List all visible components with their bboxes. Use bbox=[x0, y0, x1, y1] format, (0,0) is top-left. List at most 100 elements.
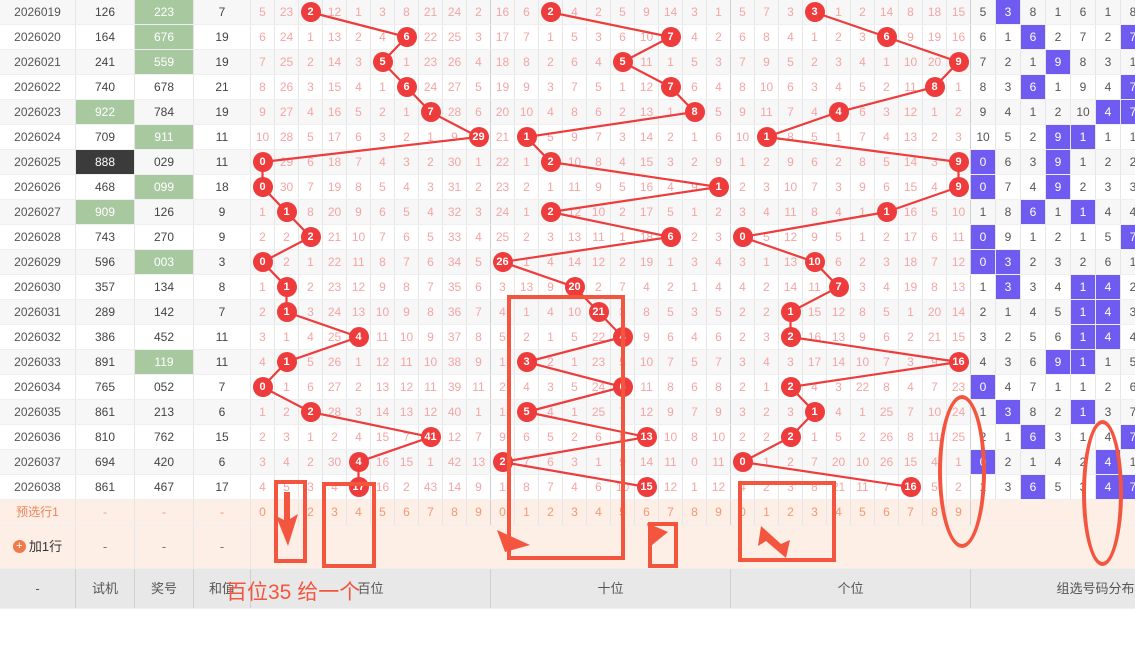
table-row[interactable]: 2026029 596 003 3 0 2 1 22 11 8 7 6 34 5 26 1 4 14 12 2 19 1 3… bbox=[0, 249, 1135, 275]
bai-miss-cell[interactable]: 2 bbox=[298, 449, 323, 475]
dist-cell[interactable]: 3 bbox=[995, 349, 1021, 375]
ge-miss-cell[interactable]: 3 bbox=[778, 474, 803, 500]
bai-miss-cell[interactable]: 14 bbox=[370, 399, 395, 425]
ge-miss-cell[interactable]: 3 bbox=[730, 399, 755, 425]
bai-miss-cell[interactable]: 27 bbox=[274, 99, 299, 125]
ge-miss-cell[interactable]: 6 bbox=[922, 224, 947, 250]
dist-cell[interactable]: 1 bbox=[1020, 449, 1046, 475]
bai-miss-cell[interactable]: 10 bbox=[370, 299, 395, 325]
ge-miss-cell[interactable]: 6 bbox=[874, 324, 899, 350]
dist-cell[interactable]: 5 bbox=[1020, 324, 1046, 350]
shi-miss-cell[interactable]: 3 bbox=[538, 374, 563, 400]
bai-miss-cell[interactable]: 9 bbox=[346, 199, 371, 225]
ge-miss-cell[interactable]: 9 bbox=[850, 174, 875, 200]
bai-miss-cell[interactable]: 3 bbox=[346, 49, 371, 75]
table-row[interactable]: 2026020 164 676 19 6 24 1 13 2 4 6 22 25 3 17 7 1 5 3 6 10 7 4… bbox=[0, 24, 1135, 50]
bai-miss-cell[interactable]: 2 bbox=[418, 149, 443, 175]
ge-miss-cell[interactable]: 2 bbox=[898, 324, 923, 350]
bai-miss-cell[interactable]: 4 bbox=[394, 174, 419, 200]
dist-cell[interactable]: 6 bbox=[970, 24, 996, 50]
bai-miss-cell[interactable]: 8 bbox=[466, 324, 491, 350]
ge-miss-cell[interactable]: 3 bbox=[922, 149, 947, 175]
bai-miss-cell[interactable]: 11 bbox=[346, 249, 371, 275]
dist-cell[interactable]: 2 bbox=[1120, 274, 1135, 300]
shi-miss-cell[interactable]: 21 bbox=[490, 124, 515, 150]
bai-miss-cell[interactable]: 7 bbox=[466, 299, 491, 325]
cell-sum[interactable]: 8 bbox=[193, 274, 251, 300]
shi-miss-cell[interactable]: 5 bbox=[538, 424, 563, 450]
shi-miss-cell[interactable]: 23 bbox=[586, 349, 611, 375]
shi-miss-cell[interactable]: 10 bbox=[634, 24, 659, 50]
bai-miss-cell[interactable]: 2 bbox=[394, 474, 419, 500]
bai-miss-cell[interactable]: 5 bbox=[346, 99, 371, 125]
dist-cell[interactable]: 7 bbox=[1120, 74, 1135, 100]
bai-miss-cell[interactable]: 23 bbox=[274, 0, 299, 25]
ge-miss-cell[interactable]: 6 bbox=[802, 149, 827, 175]
ge-hit-cell[interactable]: 2 bbox=[778, 324, 803, 350]
preselect-ge-digit[interactable]: 6 bbox=[874, 499, 899, 526]
cell-issue[interactable]: 2026020 bbox=[0, 24, 76, 50]
dist-cell[interactable]: 1 bbox=[1070, 199, 1096, 225]
ge-miss-cell[interactable]: 9 bbox=[922, 349, 947, 375]
cell-award[interactable]: 126 bbox=[134, 199, 194, 225]
ge-miss-cell[interactable]: 3 bbox=[826, 49, 851, 75]
bai-miss-cell[interactable]: 4 bbox=[250, 474, 275, 500]
bai-miss-cell[interactable]: 8 bbox=[394, 274, 419, 300]
shi-miss-cell[interactable]: 1 bbox=[514, 199, 539, 225]
ge-miss-cell[interactable]: 4 bbox=[826, 74, 851, 100]
shi-miss-cell[interactable]: 2 bbox=[562, 424, 587, 450]
shi-miss-cell[interactable]: 4 bbox=[538, 249, 563, 275]
dist-cell[interactable]: 4 bbox=[1095, 324, 1121, 350]
cell-issue[interactable]: 2026038 bbox=[0, 474, 76, 500]
bai-miss-cell[interactable]: 26 bbox=[274, 74, 299, 100]
cell-try[interactable]: 164 bbox=[75, 24, 135, 50]
dist-cell[interactable]: 6 bbox=[1020, 349, 1046, 375]
bai-miss-cell[interactable]: 9 bbox=[466, 474, 491, 500]
shi-miss-cell[interactable]: 2 bbox=[538, 49, 563, 75]
shi-miss-cell[interactable]: 6 bbox=[562, 49, 587, 75]
shi-miss-cell[interactable]: 1 bbox=[514, 299, 539, 325]
dist-cell[interactable]: 3 bbox=[1045, 424, 1071, 450]
dist-cell[interactable]: 4 bbox=[1120, 324, 1135, 350]
bai-miss-cell[interactable]: 27 bbox=[442, 74, 467, 100]
shi-miss-cell[interactable]: 16 bbox=[490, 0, 515, 25]
ge-hit-cell[interactable]: 4 bbox=[826, 99, 851, 125]
ge-miss-cell[interactable]: 5 bbox=[826, 224, 851, 250]
shi-miss-cell[interactable]: 2 bbox=[682, 224, 707, 250]
ge-miss-cell[interactable]: 8 bbox=[754, 24, 779, 50]
dist-cell[interactable]: 7 bbox=[1020, 374, 1046, 400]
ge-miss-cell[interactable]: 1 bbox=[826, 124, 851, 150]
shi-miss-cell[interactable]: 5 bbox=[610, 174, 635, 200]
bai-miss-cell[interactable]: 4 bbox=[322, 474, 347, 500]
ge-miss-cell[interactable]: 8 bbox=[898, 424, 923, 450]
cell-try[interactable]: 909 bbox=[75, 199, 135, 225]
bai-hit-cell[interactable]: 0 bbox=[250, 374, 275, 400]
ge-miss-cell[interactable]: 11 bbox=[850, 474, 875, 500]
bai-miss-cell[interactable]: 1 bbox=[250, 199, 275, 225]
bai-miss-cell[interactable]: 22 bbox=[418, 24, 443, 50]
bai-miss-cell[interactable]: 13 bbox=[346, 299, 371, 325]
ge-miss-cell[interactable]: 8 bbox=[730, 74, 755, 100]
shi-miss-cell[interactable]: 18 bbox=[634, 224, 659, 250]
shi-miss-cell[interactable]: 4 bbox=[682, 324, 707, 350]
ge-miss-cell[interactable]: 2 bbox=[874, 74, 899, 100]
ge-miss-cell[interactable]: 4 bbox=[802, 99, 827, 125]
dist-cell[interactable]: 2 bbox=[1070, 174, 1096, 200]
cell-try[interactable]: 891 bbox=[75, 349, 135, 375]
shi-miss-cell[interactable]: 1 bbox=[610, 74, 635, 100]
shi-miss-cell[interactable]: 9 bbox=[562, 124, 587, 150]
ge-miss-cell[interactable]: 4 bbox=[778, 24, 803, 50]
shi-miss-cell[interactable]: 13 bbox=[562, 224, 587, 250]
bai-miss-cell[interactable]: 2 bbox=[322, 424, 347, 450]
bai-miss-cell[interactable]: 3 bbox=[298, 474, 323, 500]
ge-miss-cell[interactable]: 23 bbox=[946, 374, 971, 400]
cell-sum[interactable]: 19 bbox=[193, 99, 251, 125]
bai-miss-cell[interactable]: 1 bbox=[466, 399, 491, 425]
shi-hit-cell[interactable]: 5 bbox=[610, 49, 635, 75]
shi-miss-cell[interactable]: 6 bbox=[538, 449, 563, 475]
dist-cell[interactable]: 5 bbox=[970, 0, 996, 25]
shi-miss-cell[interactable]: 1 bbox=[490, 349, 515, 375]
bai-miss-cell[interactable]: 15 bbox=[322, 74, 347, 100]
ge-miss-cell[interactable]: 8 bbox=[778, 124, 803, 150]
ge-miss-cell[interactable]: 14 bbox=[946, 299, 971, 325]
